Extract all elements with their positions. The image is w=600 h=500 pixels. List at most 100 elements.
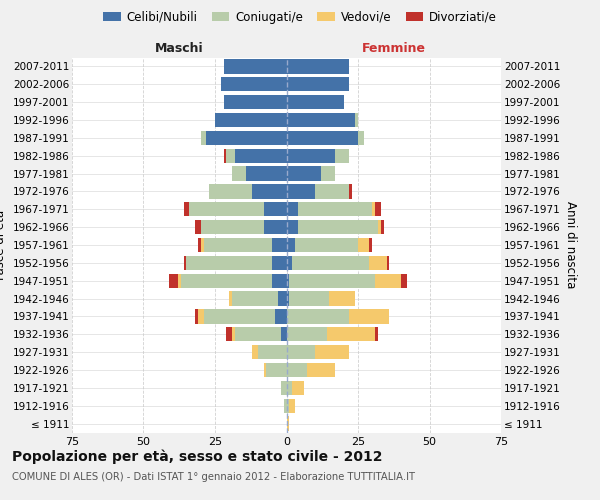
Bar <box>232 292 278 306</box>
Bar <box>247 166 287 180</box>
Bar <box>375 327 378 342</box>
Bar <box>263 363 266 377</box>
Bar <box>224 148 226 163</box>
Bar <box>224 95 287 110</box>
Bar <box>287 202 298 216</box>
Bar <box>315 345 349 360</box>
Bar <box>287 380 292 395</box>
Bar <box>355 113 358 127</box>
Bar <box>358 130 364 145</box>
Bar <box>370 256 386 270</box>
Bar <box>287 274 289 288</box>
Bar <box>287 363 307 377</box>
Y-axis label: Anni di nascita: Anni di nascita <box>564 202 577 288</box>
Bar <box>335 148 349 163</box>
Y-axis label: Fasce di età: Fasce di età <box>0 210 7 280</box>
Bar <box>226 148 235 163</box>
Bar <box>258 345 287 360</box>
Bar <box>215 113 287 127</box>
Bar <box>203 310 275 324</box>
Bar <box>298 202 372 216</box>
Bar <box>287 130 358 145</box>
Bar <box>281 327 287 342</box>
Bar <box>375 202 381 216</box>
Bar <box>386 256 389 270</box>
Bar <box>252 345 258 360</box>
Bar <box>198 238 200 252</box>
Bar <box>292 256 370 270</box>
Text: Maschi: Maschi <box>155 42 203 55</box>
Bar <box>349 310 389 324</box>
Bar <box>326 327 375 342</box>
Bar <box>287 292 289 306</box>
Bar <box>287 238 295 252</box>
Bar <box>263 220 287 234</box>
Bar <box>287 256 292 270</box>
Bar <box>184 202 189 216</box>
Bar <box>266 363 287 377</box>
Bar <box>307 363 335 377</box>
Bar <box>275 310 287 324</box>
Text: Popolazione per età, sesso e stato civile - 2012: Popolazione per età, sesso e stato civil… <box>12 450 383 464</box>
Bar <box>232 166 247 180</box>
Bar <box>272 238 287 252</box>
Bar <box>232 327 235 342</box>
Bar <box>287 398 289 413</box>
Bar <box>263 202 287 216</box>
Bar <box>287 184 315 198</box>
Bar <box>401 274 407 288</box>
Bar <box>278 292 287 306</box>
Bar <box>272 274 287 288</box>
Text: COMUNE DI ALES (OR) - Dati ISTAT 1° gennaio 2012 - Elaborazione TUTTITALIA.IT: COMUNE DI ALES (OR) - Dati ISTAT 1° genn… <box>12 472 415 482</box>
Bar <box>181 274 272 288</box>
Bar <box>284 398 287 413</box>
Bar <box>272 256 287 270</box>
Bar <box>226 327 232 342</box>
Bar <box>200 130 206 145</box>
Bar <box>229 292 232 306</box>
Bar <box>358 238 370 252</box>
Bar <box>370 238 372 252</box>
Bar <box>287 345 315 360</box>
Bar <box>381 220 384 234</box>
Bar <box>203 238 272 252</box>
Bar <box>287 327 326 342</box>
Bar <box>281 380 287 395</box>
Bar <box>321 166 335 180</box>
Legend: Celibi/Nubili, Coniugati/e, Vedovi/e, Divorziati/e: Celibi/Nubili, Coniugati/e, Vedovi/e, Di… <box>98 6 502 28</box>
Bar <box>189 202 263 216</box>
Bar <box>287 60 349 74</box>
Bar <box>235 327 281 342</box>
Bar <box>209 184 252 198</box>
Bar <box>287 310 349 324</box>
Bar <box>349 184 352 198</box>
Bar <box>221 77 287 92</box>
Text: Femmine: Femmine <box>362 42 426 55</box>
Bar <box>298 220 378 234</box>
Bar <box>187 256 272 270</box>
Bar <box>287 148 335 163</box>
Bar <box>195 310 198 324</box>
Bar <box>289 398 295 413</box>
Bar <box>289 292 329 306</box>
Bar <box>169 274 178 288</box>
Bar <box>206 130 287 145</box>
Bar <box>252 184 287 198</box>
Bar <box>178 274 181 288</box>
Bar <box>287 77 349 92</box>
Bar <box>235 148 287 163</box>
Bar <box>287 95 344 110</box>
Bar <box>287 113 355 127</box>
Bar <box>289 274 375 288</box>
Bar <box>195 220 200 234</box>
Bar <box>287 220 298 234</box>
Bar <box>224 60 287 74</box>
Bar <box>378 220 381 234</box>
Bar <box>329 292 355 306</box>
Bar <box>315 184 349 198</box>
Bar <box>375 274 401 288</box>
Bar <box>200 238 203 252</box>
Bar <box>292 380 304 395</box>
Bar <box>198 310 203 324</box>
Bar <box>295 238 358 252</box>
